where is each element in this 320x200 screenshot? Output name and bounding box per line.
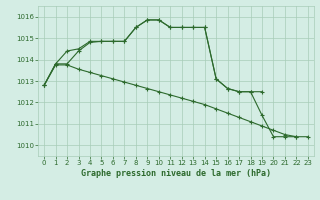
X-axis label: Graphe pression niveau de la mer (hPa): Graphe pression niveau de la mer (hPa) <box>81 169 271 178</box>
